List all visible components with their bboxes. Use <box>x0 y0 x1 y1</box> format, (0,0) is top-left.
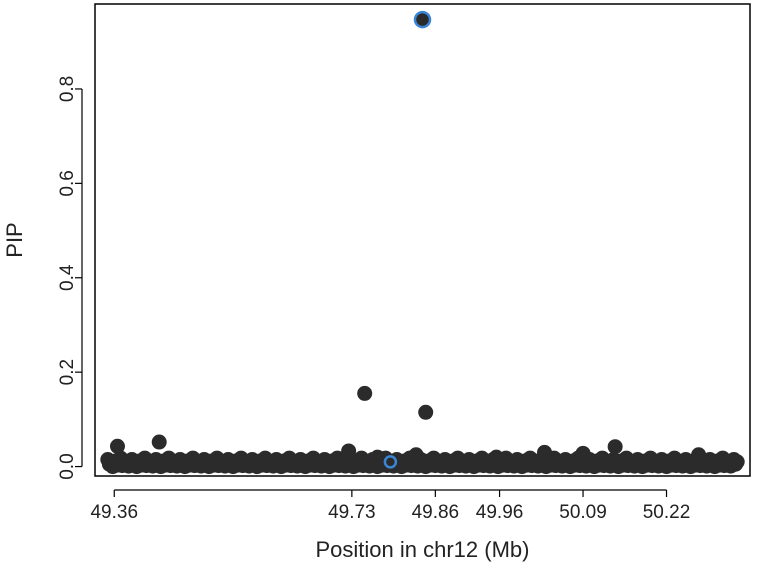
data-point <box>109 438 125 454</box>
y-axis-label: PIP <box>2 222 27 257</box>
y-tick-label: 0.2 <box>57 359 78 385</box>
x-tick-label: 49.73 <box>328 502 376 523</box>
y-tick-label: 0.0 <box>57 453 78 479</box>
data-point <box>729 454 745 470</box>
data-point <box>341 443 357 459</box>
x-tick-label: 49.36 <box>90 502 138 523</box>
data-point <box>151 434 167 450</box>
x-tick-label: 50.09 <box>559 502 607 523</box>
x-axis: 49.36 49.73 49.86 49.96 50.09 50.22 <box>90 489 691 523</box>
y-tick-label: 0.8 <box>57 76 78 102</box>
data-point <box>691 447 707 463</box>
data-points <box>100 10 745 475</box>
x-tick-label: 50.22 <box>643 502 691 523</box>
plot-frame <box>94 3 751 477</box>
data-point <box>537 444 553 460</box>
highlighted-point <box>413 10 432 29</box>
y-tick-label: 0.6 <box>57 170 78 196</box>
highlighted-point <box>383 455 398 469</box>
y-axis: 0.0 0.2 0.4 0.6 0.8 <box>57 76 83 480</box>
data-point <box>357 385 373 401</box>
data-point <box>408 447 424 463</box>
data-point <box>607 439 623 455</box>
data-point <box>418 404 434 420</box>
x-axis-label: Position in chr12 (Mb) <box>316 537 530 562</box>
data-point <box>370 449 386 465</box>
x-tick-label: 49.86 <box>412 502 460 523</box>
data-point <box>575 445 591 461</box>
y-tick-label: 0.4 <box>57 264 78 291</box>
data-point <box>488 449 504 465</box>
x-tick-label: 49.96 <box>476 502 524 523</box>
